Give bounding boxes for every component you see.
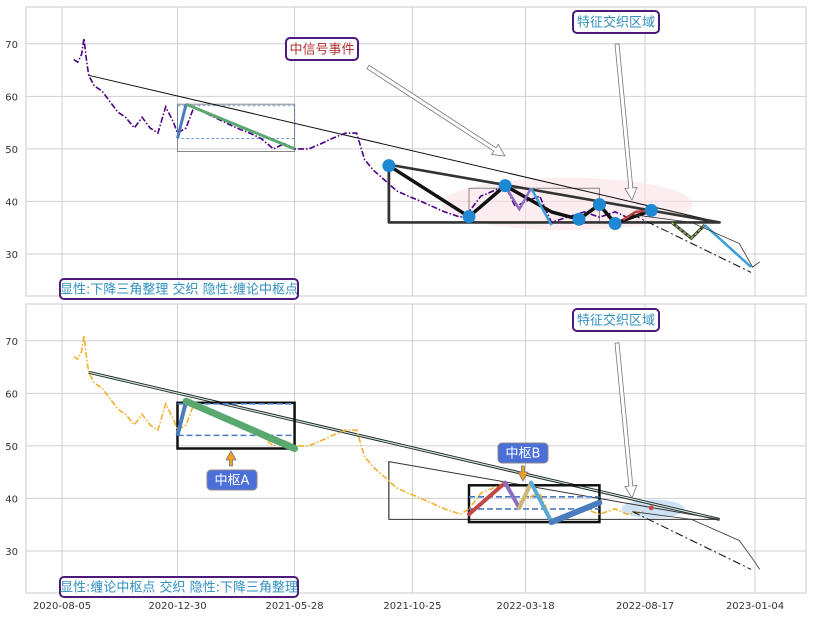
stroke-b-segment xyxy=(548,499,603,526)
forecast-curve xyxy=(632,214,760,268)
feature-zone-label-top: 特征交织区域 xyxy=(577,15,655,31)
footer-label-bottom-box xyxy=(59,576,299,598)
y-tick-label: 30 xyxy=(5,547,18,558)
footer-label-bottom: 显性:缠论中枢点 交织 隐性:下降三角整理 xyxy=(60,580,298,596)
y-tick-label: 40 xyxy=(5,197,18,208)
x-tick-label: 2022-03-18 xyxy=(497,601,555,612)
y-tick-label: 70 xyxy=(5,337,18,348)
y-tick-label: 30 xyxy=(5,250,18,261)
stroke-b-segment xyxy=(467,480,508,517)
signal-point xyxy=(382,159,396,173)
x-tick-label: 2022-08-17 xyxy=(616,601,674,612)
signal-point xyxy=(498,179,512,193)
signal-point xyxy=(592,198,606,212)
y-tick-label: 50 xyxy=(5,145,18,156)
stroke-cyan xyxy=(530,187,553,226)
hub-box-a xyxy=(176,401,296,450)
signal-point xyxy=(462,210,476,224)
trend-line xyxy=(88,74,720,223)
hub-a-label: 中枢A xyxy=(215,474,250,489)
feature-zone-label-bottom-box xyxy=(572,308,660,332)
signal-point xyxy=(608,216,622,230)
y-tick-label: 60 xyxy=(5,92,18,103)
feature-zone-arrow-bottom xyxy=(614,342,638,499)
stroke-a-blue xyxy=(175,400,189,436)
x-tick-label: 2020-12-30 xyxy=(148,601,206,612)
ellipse-center-dot xyxy=(648,505,654,511)
x-tick-label: 2021-05-28 xyxy=(266,601,324,612)
x-tick-label: 2023-01-04 xyxy=(726,601,784,612)
footer-label-top-box xyxy=(59,278,299,300)
stroke-a-green xyxy=(182,397,299,452)
hub-b-label-box xyxy=(497,442,549,464)
hub-a-arrow xyxy=(225,450,237,467)
forecast-curve xyxy=(632,511,761,570)
trend-line-inner xyxy=(88,371,720,520)
signal-event-label: 中信号事件 xyxy=(289,43,354,58)
stroke-b-segment xyxy=(517,480,534,510)
stroke-b-segment xyxy=(529,480,554,525)
stroke-purple xyxy=(504,185,533,212)
feature-zone-label-bottom: 特征交织区域 xyxy=(577,313,655,329)
y-tick-label: 40 xyxy=(5,494,18,505)
x-tick-label: 2021-10-25 xyxy=(383,601,441,612)
y-tick-label: 50 xyxy=(5,442,18,453)
feature-zone-arrow-top xyxy=(614,43,638,201)
tail-green xyxy=(671,221,706,240)
signal-point xyxy=(644,203,658,217)
hub-b-arrow xyxy=(517,465,529,482)
signal-event-label-box xyxy=(285,37,359,61)
x-axis: 2020-08-05 2020-12-30 2021-05-28 2021-10-25… xyxy=(33,601,784,612)
footer-label-top: 显性:下降三角整理 交织 隐性:缠论中枢点 xyxy=(60,282,298,298)
y-tick-label: 60 xyxy=(5,389,18,400)
hub-a-label-box xyxy=(206,469,258,491)
stroke-green xyxy=(185,102,296,151)
stroke-b-segment xyxy=(503,480,522,510)
x-tick-label: 2020-08-05 xyxy=(33,601,91,612)
forecast-dashdot xyxy=(632,214,752,273)
stroke-blue xyxy=(176,103,188,139)
forecast-dashdot xyxy=(632,511,752,570)
feature-zone-label-top-box xyxy=(572,10,660,34)
signal-event-arrow xyxy=(366,64,506,157)
signal-point xyxy=(572,212,586,226)
hub-b-label: 中枢B xyxy=(506,447,541,462)
y-tick-label: 70 xyxy=(5,40,18,51)
